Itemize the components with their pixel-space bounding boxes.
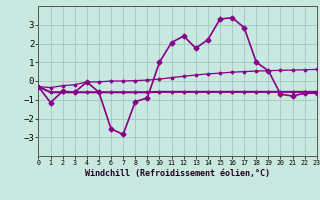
X-axis label: Windchill (Refroidissement éolien,°C): Windchill (Refroidissement éolien,°C) bbox=[85, 169, 270, 178]
